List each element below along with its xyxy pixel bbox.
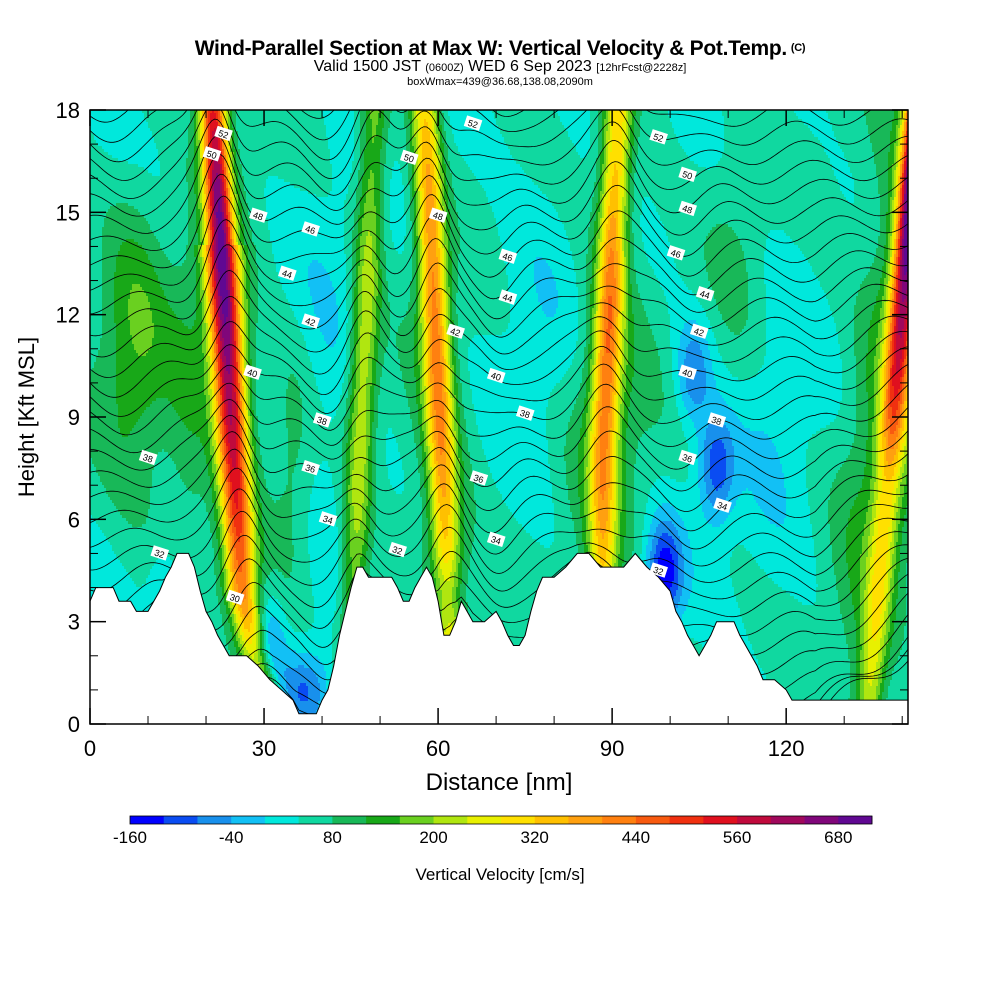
cross-section-chart: 5250484644424038383634323052504846444240… (0, 0, 1000, 1000)
